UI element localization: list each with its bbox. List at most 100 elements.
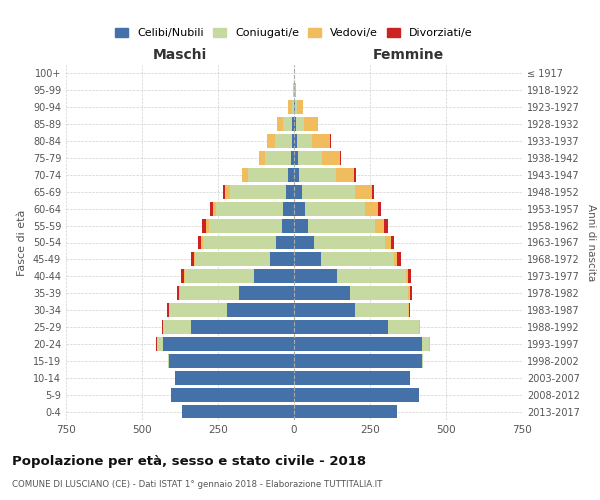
Bar	[269, 252, 294, 266]
Bar	[318, 117, 319, 131]
Bar	[296, 117, 304, 131]
Bar	[314, 236, 385, 250]
Bar	[337, 270, 406, 283]
Bar	[163, 320, 191, 334]
Bar	[294, 117, 296, 131]
Bar	[239, 286, 294, 300]
Bar	[206, 218, 209, 232]
Bar	[355, 185, 371, 198]
Bar	[295, 84, 296, 98]
Bar	[168, 354, 169, 368]
Bar	[383, 218, 388, 232]
Bar	[394, 252, 397, 266]
Bar	[365, 202, 377, 215]
Bar	[294, 371, 410, 384]
Bar	[184, 270, 185, 283]
Bar	[410, 286, 412, 300]
Bar	[171, 388, 294, 402]
Bar	[294, 202, 305, 215]
Bar	[176, 286, 179, 300]
Bar	[350, 286, 408, 300]
Bar	[156, 337, 157, 351]
Bar	[191, 320, 294, 334]
Text: Femmine: Femmine	[373, 48, 443, 62]
Bar	[259, 151, 265, 165]
Bar	[297, 100, 303, 114]
Bar	[322, 252, 394, 266]
Bar	[408, 286, 410, 300]
Bar	[282, 218, 294, 232]
Bar	[265, 151, 291, 165]
Bar	[283, 202, 294, 215]
Bar	[294, 320, 388, 334]
Bar	[397, 252, 401, 266]
Bar	[340, 151, 341, 165]
Y-axis label: Anni di nascita: Anni di nascita	[586, 204, 596, 281]
Y-axis label: Fasce di età: Fasce di età	[17, 210, 27, 276]
Bar	[277, 117, 283, 131]
Bar	[223, 185, 224, 198]
Bar	[294, 151, 298, 165]
Bar	[385, 236, 391, 250]
Bar	[406, 270, 409, 283]
Bar	[294, 337, 422, 351]
Bar	[294, 100, 295, 114]
Bar	[374, 218, 383, 232]
Bar	[409, 270, 412, 283]
Bar	[294, 252, 322, 266]
Bar	[254, 270, 294, 283]
Bar	[275, 134, 292, 148]
Bar	[169, 354, 294, 368]
Bar	[292, 117, 294, 131]
Bar	[336, 168, 354, 182]
Bar	[297, 134, 312, 148]
Bar	[291, 151, 294, 165]
Bar	[377, 202, 380, 215]
Bar	[294, 168, 299, 182]
Bar	[157, 337, 163, 351]
Bar	[294, 286, 350, 300]
Bar	[224, 185, 230, 198]
Bar	[371, 185, 374, 198]
Bar	[213, 202, 217, 215]
Bar	[217, 202, 283, 215]
Bar	[167, 303, 169, 317]
Bar	[175, 371, 294, 384]
Bar	[185, 270, 254, 283]
Bar	[194, 252, 195, 266]
Bar	[294, 185, 302, 198]
Bar	[294, 134, 297, 148]
Bar	[388, 320, 419, 334]
Bar	[198, 236, 201, 250]
Bar	[292, 100, 294, 114]
Bar	[308, 218, 374, 232]
Bar	[180, 286, 239, 300]
Bar	[298, 151, 322, 165]
Bar	[288, 100, 292, 114]
Bar	[181, 270, 184, 283]
Bar	[283, 117, 292, 131]
Bar	[203, 236, 276, 250]
Bar	[267, 134, 275, 148]
Text: Maschi: Maschi	[153, 48, 207, 62]
Bar	[293, 84, 294, 98]
Bar	[422, 354, 423, 368]
Bar	[227, 303, 294, 317]
Bar	[242, 168, 248, 182]
Bar	[169, 303, 227, 317]
Bar	[294, 354, 422, 368]
Bar	[305, 202, 365, 215]
Bar	[209, 218, 282, 232]
Bar	[201, 236, 203, 250]
Bar	[294, 388, 419, 402]
Text: Popolazione per età, sesso e stato civile - 2018: Popolazione per età, sesso e stato civil…	[12, 455, 366, 468]
Bar	[191, 252, 194, 266]
Bar	[211, 202, 213, 215]
Bar	[294, 404, 397, 418]
Bar	[422, 337, 429, 351]
Bar	[302, 185, 355, 198]
Bar	[294, 84, 295, 98]
Bar	[179, 286, 180, 300]
Bar	[288, 168, 294, 182]
Bar	[429, 337, 430, 351]
